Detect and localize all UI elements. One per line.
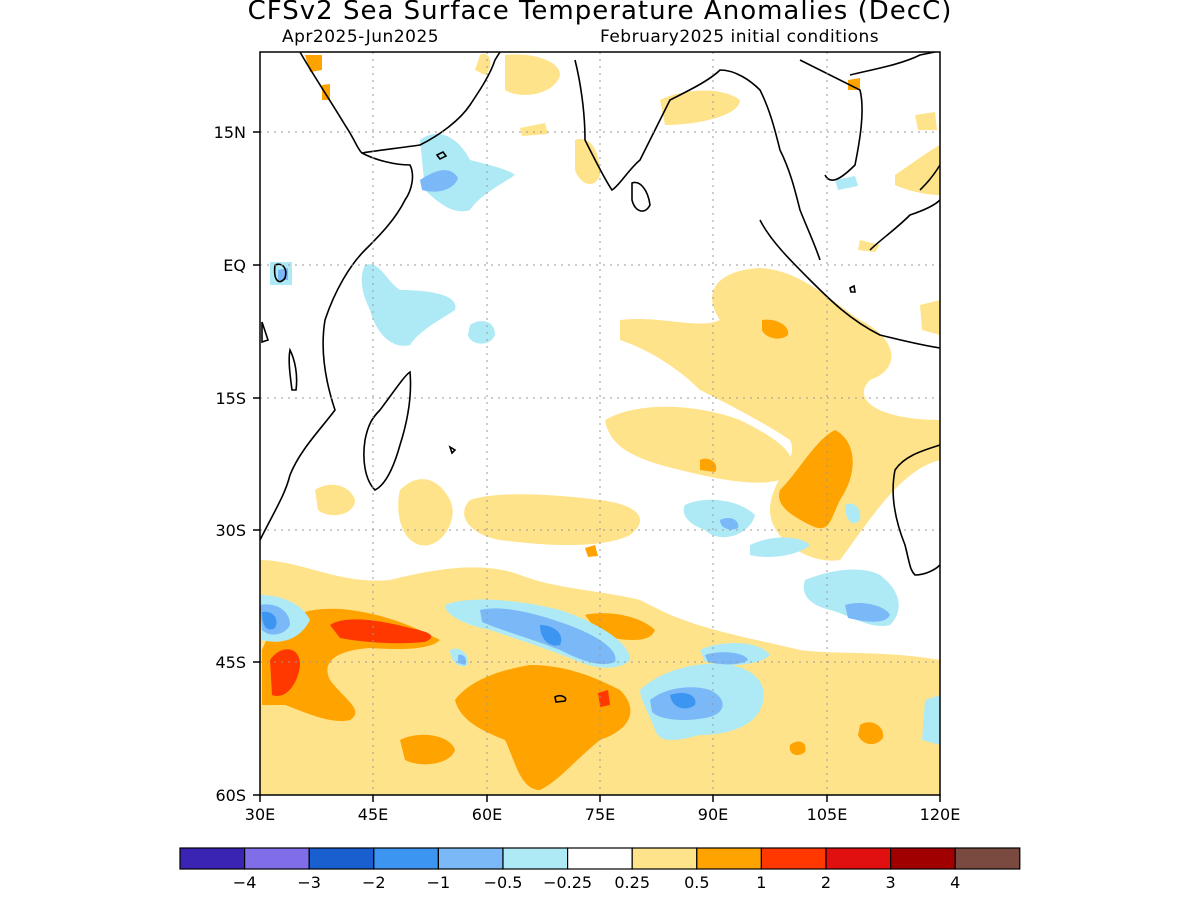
colorbar-swatch xyxy=(179,847,246,870)
colorbar-tick-label: 1 xyxy=(756,873,766,892)
colorbar-swatch xyxy=(437,847,504,870)
colorbar-tick-label: 2 xyxy=(821,873,831,892)
colorbar-tick-label: −0.25 xyxy=(543,873,592,892)
forecast-period: Apr2025-Jun2025 xyxy=(282,27,440,47)
colorbar-swatch xyxy=(244,847,310,870)
colorbar-swatch xyxy=(631,847,698,870)
colorbar-swatch xyxy=(825,847,892,870)
coastlines xyxy=(260,52,940,703)
lat-tick-label: 15S xyxy=(215,389,246,408)
anomaly-positive-weak xyxy=(260,54,940,795)
colorbar-swatch xyxy=(502,847,569,870)
lon-tick-labels: 30E 45E 60E 75E 90E 105E 120E xyxy=(245,805,961,824)
colorbar-swatch xyxy=(308,847,375,870)
colorbar-tick-label: −3 xyxy=(297,873,321,892)
lat-tick-label: 15N xyxy=(214,123,246,142)
colorbar xyxy=(179,847,1021,870)
colorbar-swatch xyxy=(954,847,1021,870)
anomaly-shading xyxy=(260,54,940,795)
colorbar-swatch xyxy=(566,847,633,870)
initial-conditions: February2025 initial conditions xyxy=(600,27,880,47)
lon-tick-label: 90E xyxy=(698,805,728,824)
lon-tick-label: 105E xyxy=(807,805,848,824)
colorbar-tick-label: −2 xyxy=(362,873,386,892)
lat-tick-labels: 15N EQ 15S 30S 45S 60S xyxy=(214,123,246,805)
colorbar-swatch xyxy=(373,847,439,870)
colorbar-tick-label: 3 xyxy=(886,873,896,892)
lat-tick-label: 60S xyxy=(215,786,246,805)
colorbar-tick-label: −4 xyxy=(233,873,257,892)
lon-tick-label: 45E xyxy=(358,805,388,824)
colorbar-swatch xyxy=(696,847,762,870)
lat-tick-label: 45S xyxy=(215,653,246,672)
colorbar-swatch xyxy=(760,847,827,870)
lat-tick-label: EQ xyxy=(223,256,246,275)
colorbar-tick-label: −0.5 xyxy=(484,873,523,892)
lon-tick-label: 75E xyxy=(585,805,615,824)
lon-tick-label: 30E xyxy=(245,805,275,824)
colorbar-swatch xyxy=(889,847,956,870)
colorbar-tick-label: −1 xyxy=(427,873,451,892)
grid-lines xyxy=(260,52,940,795)
colorbar-tick-label: 0.25 xyxy=(614,873,650,892)
anomaly-positive-strong xyxy=(270,619,610,707)
tick-marks xyxy=(253,131,941,802)
anomaly-negative-strong xyxy=(262,611,696,709)
colorbar-tick-label: 4 xyxy=(950,873,960,892)
colorbar-labels: −4 −3 −2 −1 −0.5 −0.25 0.25 0.5 1 2 3 4 xyxy=(233,873,960,892)
colorbar-tick-label: 0.5 xyxy=(684,873,709,892)
lon-tick-label: 60E xyxy=(472,805,502,824)
chart-title: CFSv2 Sea Surface Temperature Anomalies … xyxy=(247,0,953,26)
lat-tick-label: 30S xyxy=(215,521,246,540)
lon-tick-label: 120E xyxy=(920,805,961,824)
